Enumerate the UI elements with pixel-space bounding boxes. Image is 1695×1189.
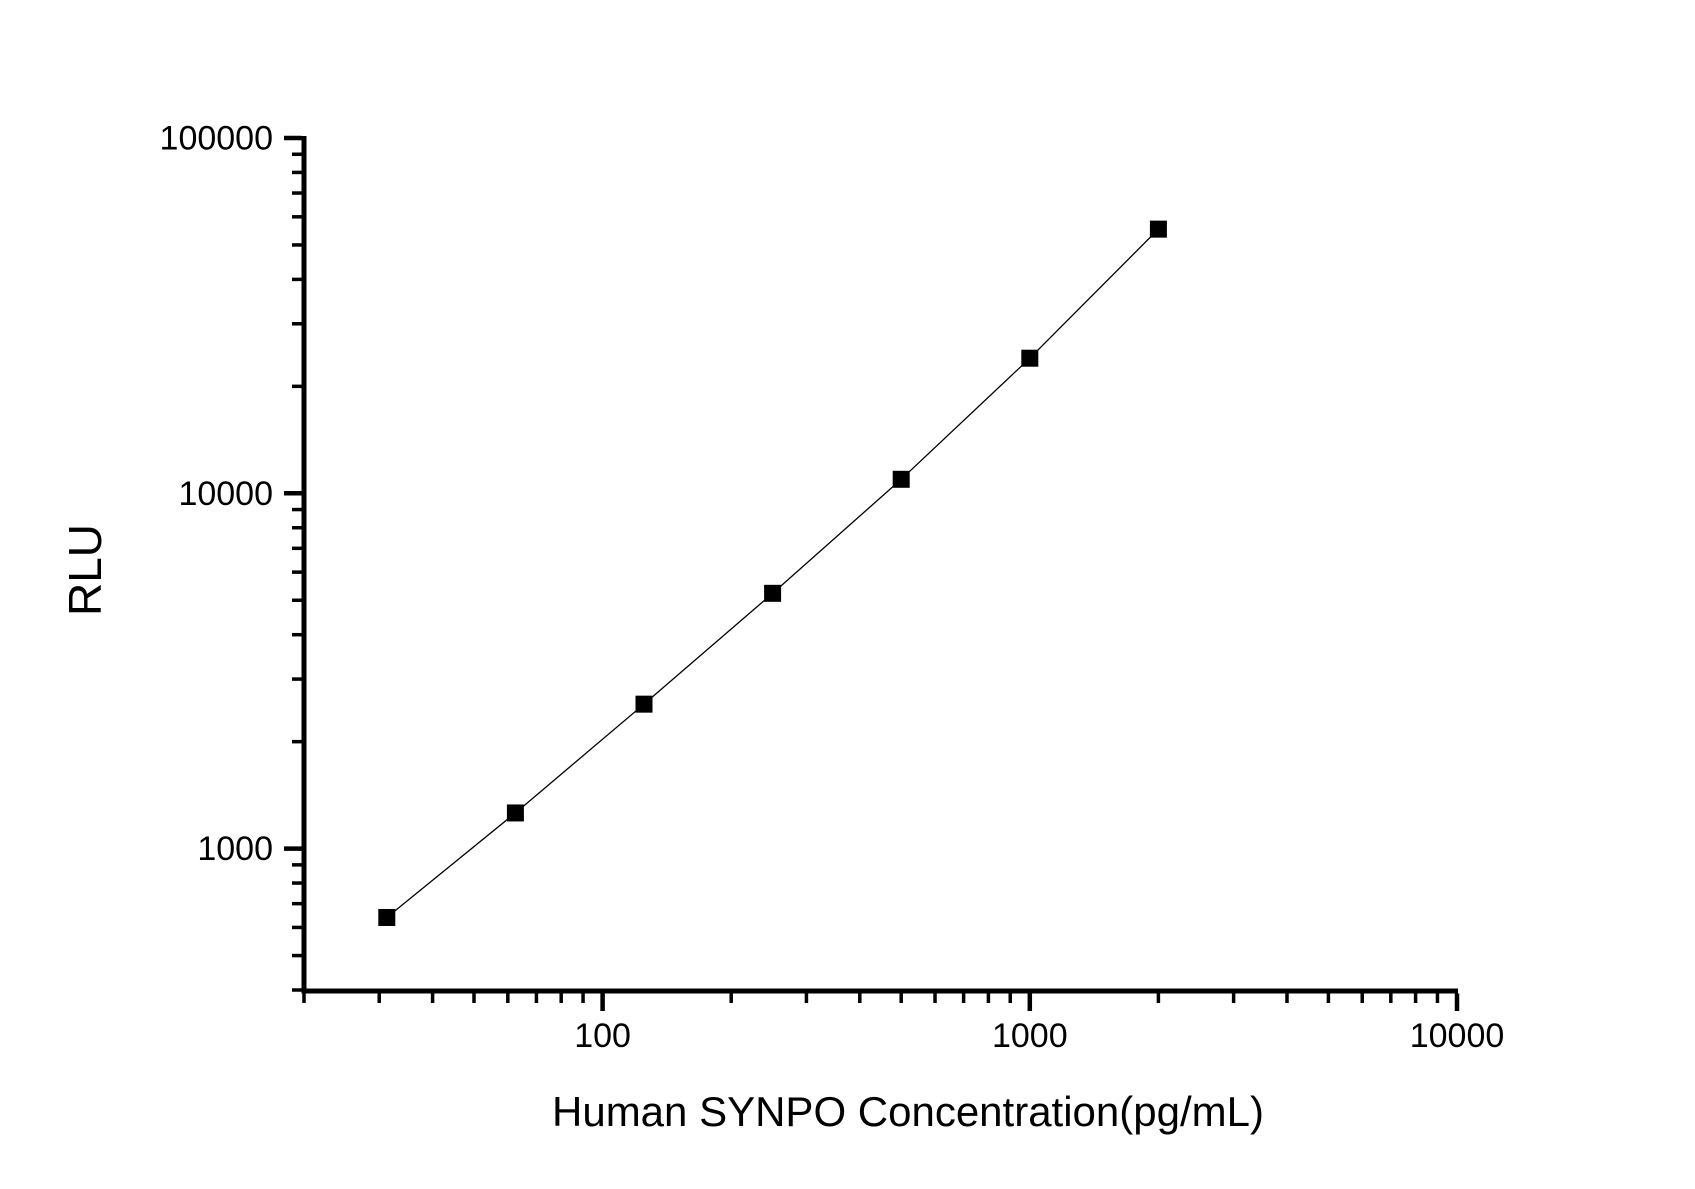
data-point-marker: [378, 908, 396, 926]
x-tick-label: 1000: [992, 1017, 1068, 1055]
y-axis-title: RLU: [59, 523, 111, 617]
x-tick-label: 10000: [1410, 1017, 1505, 1055]
y-tick-label: 1000: [197, 830, 273, 868]
series-line: [386, 228, 1159, 918]
data-point-marker: [1149, 220, 1167, 238]
data-point-marker: [764, 584, 782, 602]
data-point-marker: [892, 470, 910, 488]
data-point-marker: [1021, 349, 1039, 367]
y-tick-label: 10000: [178, 475, 273, 513]
y-tick-label: 100000: [160, 120, 273, 158]
x-tick-label: 100: [574, 1017, 631, 1055]
x-axis-title: Human SYNPO Concentration(pg/mL): [552, 1088, 1264, 1135]
data-point-marker: [635, 695, 653, 713]
data-point-marker: [506, 804, 524, 822]
